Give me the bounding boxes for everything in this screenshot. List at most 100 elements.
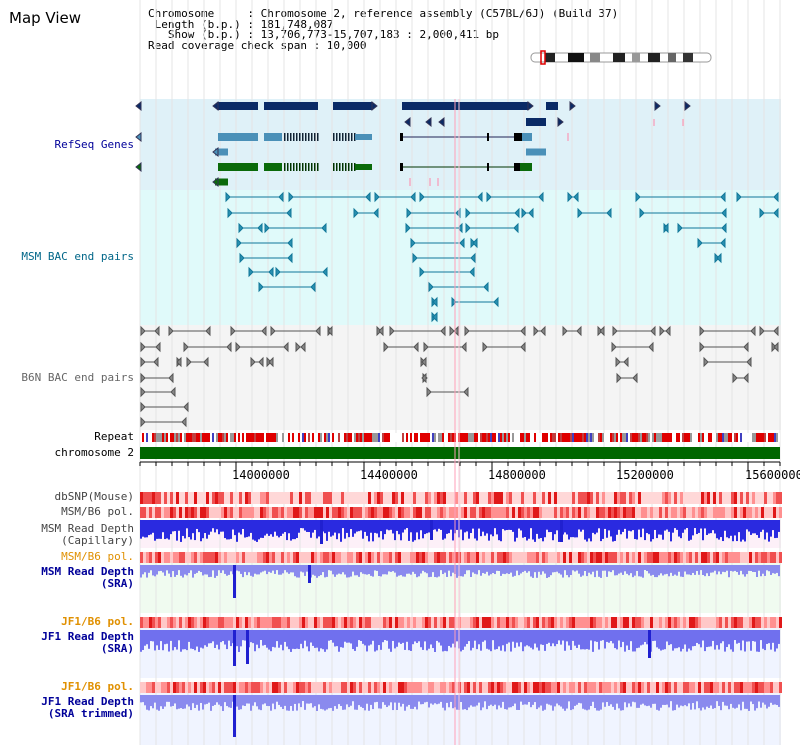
depth-bar bbox=[150, 630, 152, 642]
msm-bac-label[interactable]: MSM BAC end pairs bbox=[21, 250, 134, 263]
depth-bar bbox=[770, 630, 772, 650]
heat-cell bbox=[254, 492, 257, 504]
heat-cell bbox=[572, 507, 575, 518]
depth-bar bbox=[400, 695, 402, 707]
depth-bar bbox=[734, 520, 736, 536]
depth-bar bbox=[164, 630, 166, 645]
depth-bar bbox=[498, 520, 500, 541]
depth-bar bbox=[568, 630, 570, 646]
depth-bar bbox=[594, 565, 596, 578]
depth-bar bbox=[452, 695, 454, 709]
depth-bar bbox=[638, 565, 640, 577]
gene-block bbox=[296, 133, 298, 141]
depth-bar bbox=[308, 630, 310, 652]
heat-cell bbox=[608, 552, 611, 563]
depth-bar bbox=[428, 630, 430, 649]
heat-cell bbox=[551, 492, 554, 504]
gene-block bbox=[351, 133, 353, 141]
heat-cell bbox=[380, 617, 383, 628]
bac-end bbox=[650, 325, 656, 337]
heat-cell bbox=[473, 552, 476, 563]
depth-bar bbox=[386, 695, 388, 708]
heat-cell bbox=[638, 507, 641, 518]
depth-bar bbox=[410, 520, 412, 533]
depth-bar bbox=[384, 630, 386, 641]
repeat-track[interactable] bbox=[140, 433, 780, 442]
repeat-block bbox=[196, 433, 198, 442]
depth-bar bbox=[660, 520, 662, 535]
depth-bar bbox=[740, 695, 742, 711]
heat-cell bbox=[515, 492, 518, 504]
heat-cell bbox=[485, 552, 488, 563]
refseq-genes-track[interactable] bbox=[135, 100, 691, 188]
bac-end bbox=[257, 222, 263, 234]
bac-end bbox=[140, 416, 146, 428]
heat-cell bbox=[650, 682, 653, 693]
depth-bar bbox=[252, 565, 254, 577]
heat-cell bbox=[611, 492, 614, 504]
heat-cell bbox=[545, 617, 548, 628]
repeat-block bbox=[552, 433, 554, 442]
depth-bar bbox=[596, 565, 598, 571]
depth-bar bbox=[348, 630, 350, 643]
depth-bar bbox=[386, 630, 388, 641]
depth-bar bbox=[210, 695, 212, 711]
read-depth-tracks[interactable] bbox=[140, 520, 780, 737]
depth-bar bbox=[374, 630, 376, 652]
heat-cell bbox=[182, 507, 185, 518]
repeat-block bbox=[194, 433, 196, 442]
bac-end bbox=[140, 341, 146, 353]
depth-bar bbox=[206, 565, 208, 575]
repeat-block bbox=[262, 433, 264, 442]
heat-cell bbox=[233, 552, 236, 563]
depth-bar bbox=[704, 565, 706, 577]
depth-bar bbox=[398, 630, 400, 643]
depth-bar bbox=[462, 520, 464, 541]
depth-bar bbox=[558, 695, 560, 706]
depth-bar bbox=[452, 520, 454, 541]
depth-bar bbox=[258, 565, 260, 575]
bac-end bbox=[562, 325, 568, 337]
repeat-block bbox=[630, 433, 632, 442]
heat-cell bbox=[263, 492, 266, 504]
heat-cell bbox=[206, 617, 209, 628]
chromosome-ideogram[interactable] bbox=[530, 50, 712, 65]
polymorphism-heatmaps[interactable] bbox=[140, 492, 782, 693]
b6n-bac-track[interactable] bbox=[140, 325, 779, 428]
repeat-block bbox=[248, 433, 250, 442]
heat-cell bbox=[758, 617, 761, 628]
refseq-genes-label[interactable]: RefSeq Genes bbox=[54, 138, 134, 151]
depth-bar bbox=[690, 565, 692, 576]
depth-bar bbox=[186, 520, 188, 529]
depth-bar bbox=[400, 520, 402, 541]
bac-end bbox=[203, 356, 209, 368]
depth-bar bbox=[698, 520, 700, 533]
repeat-block bbox=[526, 433, 528, 442]
bac-end bbox=[321, 222, 327, 234]
depth-bar bbox=[578, 565, 580, 574]
depth-bar bbox=[424, 565, 426, 573]
depth-bar bbox=[408, 695, 410, 705]
heat-cell bbox=[503, 552, 506, 563]
b6n-bac-label[interactable]: B6N BAC end pairs bbox=[21, 371, 134, 384]
depth-bar bbox=[774, 520, 776, 539]
heat-cell bbox=[587, 492, 590, 504]
repeat-block bbox=[768, 433, 770, 442]
repeat-block bbox=[758, 433, 760, 442]
heat-cell bbox=[719, 617, 722, 628]
repeat-block bbox=[214, 433, 216, 442]
repeat-block bbox=[474, 433, 476, 442]
depth-bar bbox=[618, 520, 620, 530]
gene-block bbox=[333, 133, 335, 141]
heat-cell bbox=[191, 552, 194, 563]
depth-bar bbox=[162, 565, 164, 573]
depth-bar bbox=[272, 565, 274, 571]
heat-cell bbox=[173, 617, 176, 628]
chromosome-bar[interactable] bbox=[140, 447, 780, 459]
repeat-block bbox=[444, 433, 446, 442]
depth-bar bbox=[406, 630, 408, 642]
heat-cell bbox=[473, 492, 476, 504]
msm-bac-track[interactable] bbox=[225, 191, 779, 323]
heat-cell bbox=[620, 682, 623, 693]
